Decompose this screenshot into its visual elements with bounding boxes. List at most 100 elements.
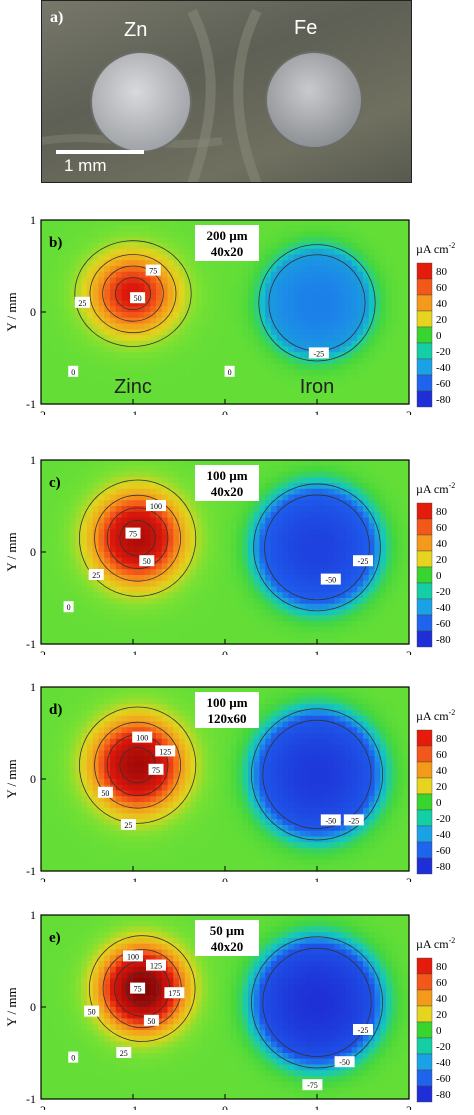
heatmap-cell bbox=[173, 220, 179, 226]
heatmap-cell bbox=[380, 500, 386, 506]
heatmap-cell bbox=[41, 541, 47, 547]
heatmap-cell bbox=[139, 621, 145, 627]
heatmap-cell bbox=[248, 604, 254, 610]
heatmap-cell bbox=[306, 722, 312, 728]
heatmap-cell bbox=[231, 598, 237, 604]
heatmap-cell bbox=[237, 301, 243, 307]
heatmap-cell bbox=[150, 466, 156, 472]
heatmap-cell bbox=[277, 621, 283, 627]
heatmap-cell bbox=[265, 370, 271, 376]
heatmap-cell bbox=[311, 335, 317, 341]
heatmap-cell bbox=[87, 226, 93, 232]
heatmap-cell bbox=[93, 460, 99, 466]
heatmap-cell bbox=[265, 575, 271, 581]
heatmap-cell bbox=[53, 278, 59, 284]
heatmap-cell bbox=[260, 335, 266, 341]
heatmap-cell bbox=[47, 546, 53, 552]
heatmap-cell bbox=[340, 564, 346, 570]
heatmap-cell bbox=[352, 295, 358, 301]
heatmap-cell bbox=[380, 237, 386, 243]
heatmap-cell bbox=[334, 722, 340, 728]
heatmap-cell bbox=[237, 558, 243, 564]
colorbar-tick-label: 60 bbox=[436, 522, 448, 534]
heatmap-cell bbox=[248, 733, 254, 739]
heatmap-cell bbox=[122, 541, 128, 547]
heatmap-cell bbox=[127, 615, 133, 621]
heatmap-cell bbox=[173, 615, 179, 621]
heatmap-cell bbox=[191, 358, 197, 364]
heatmap-cell bbox=[58, 460, 64, 466]
heatmap-cell bbox=[323, 329, 329, 335]
heatmap-cell bbox=[47, 220, 53, 226]
heatmap-cell bbox=[369, 587, 375, 593]
heatmap-cell bbox=[99, 381, 105, 387]
heatmap-cell bbox=[260, 266, 266, 272]
heatmap-cell bbox=[352, 587, 358, 593]
colorbar-title: µA cm-2 bbox=[416, 481, 455, 496]
heatmap-cell bbox=[392, 558, 398, 564]
heatmap-cell bbox=[288, 237, 294, 243]
heatmap-cell bbox=[76, 352, 82, 358]
heatmap-cell bbox=[329, 552, 335, 558]
heatmap-cell bbox=[219, 604, 225, 610]
heatmap-cell bbox=[41, 745, 47, 751]
heatmap-cell bbox=[306, 220, 312, 226]
heatmap-cell bbox=[99, 710, 105, 716]
heatmap-cell bbox=[323, 220, 329, 226]
heatmap-cell bbox=[300, 739, 306, 745]
heatmap-cell bbox=[237, 518, 243, 524]
heatmap-cell bbox=[386, 552, 392, 558]
heatmap-cell bbox=[283, 523, 289, 529]
heatmap-cell bbox=[380, 604, 386, 610]
heatmap-cell bbox=[357, 704, 363, 710]
heatmap-cell bbox=[237, 610, 243, 616]
heatmap-cell bbox=[162, 306, 168, 312]
heatmap-cell bbox=[283, 604, 289, 610]
heatmap-cell bbox=[306, 615, 312, 621]
heatmap-cell bbox=[104, 627, 110, 633]
heatmap-cell bbox=[352, 278, 358, 284]
heatmap-cell bbox=[248, 324, 254, 330]
heatmap-cell bbox=[329, 306, 335, 312]
heatmap-cell bbox=[208, 381, 214, 387]
heatmap-cell bbox=[392, 500, 398, 506]
heatmap-cell bbox=[122, 489, 128, 495]
heatmap-cell bbox=[271, 621, 277, 627]
heatmap-cell bbox=[311, 604, 317, 610]
heatmap-cell bbox=[340, 306, 346, 312]
heatmap-cell bbox=[64, 272, 70, 278]
heatmap-cell bbox=[70, 727, 76, 733]
heatmap-cell bbox=[214, 375, 220, 381]
heatmap-cell bbox=[139, 237, 145, 243]
heatmap-cell bbox=[363, 598, 369, 604]
heatmap-cell bbox=[70, 621, 76, 627]
heatmap-cell bbox=[179, 335, 185, 341]
heatmap-cell bbox=[150, 232, 156, 238]
heatmap-cell bbox=[311, 716, 317, 722]
heatmap-cell bbox=[58, 592, 64, 598]
heatmap-cell bbox=[64, 546, 70, 552]
heatmap-cell bbox=[380, 710, 386, 716]
heatmap-cell bbox=[47, 289, 53, 295]
heatmap-cell bbox=[58, 733, 64, 739]
heatmap-cell bbox=[380, 318, 386, 324]
heatmap-cell bbox=[277, 318, 283, 324]
heatmap-cell bbox=[168, 387, 174, 393]
heatmap-cell bbox=[398, 483, 404, 489]
heatmap-cell bbox=[237, 278, 243, 284]
heatmap-cell bbox=[208, 370, 214, 376]
heatmap-cell bbox=[254, 592, 260, 598]
heatmap-cell bbox=[363, 335, 369, 341]
heatmap-cell bbox=[288, 581, 294, 587]
heatmap-cell bbox=[58, 529, 64, 535]
heatmap-cell bbox=[58, 739, 64, 745]
heatmap-cell bbox=[352, 243, 358, 249]
heatmap-cell bbox=[352, 541, 358, 547]
heatmap-cell bbox=[357, 598, 363, 604]
heatmap-cell bbox=[306, 575, 312, 581]
heatmap-cell bbox=[214, 506, 220, 512]
heatmap-cell bbox=[64, 500, 70, 506]
heatmap-cell bbox=[99, 587, 105, 593]
heatmap-cell bbox=[196, 335, 202, 341]
heatmap-cell bbox=[179, 621, 185, 627]
